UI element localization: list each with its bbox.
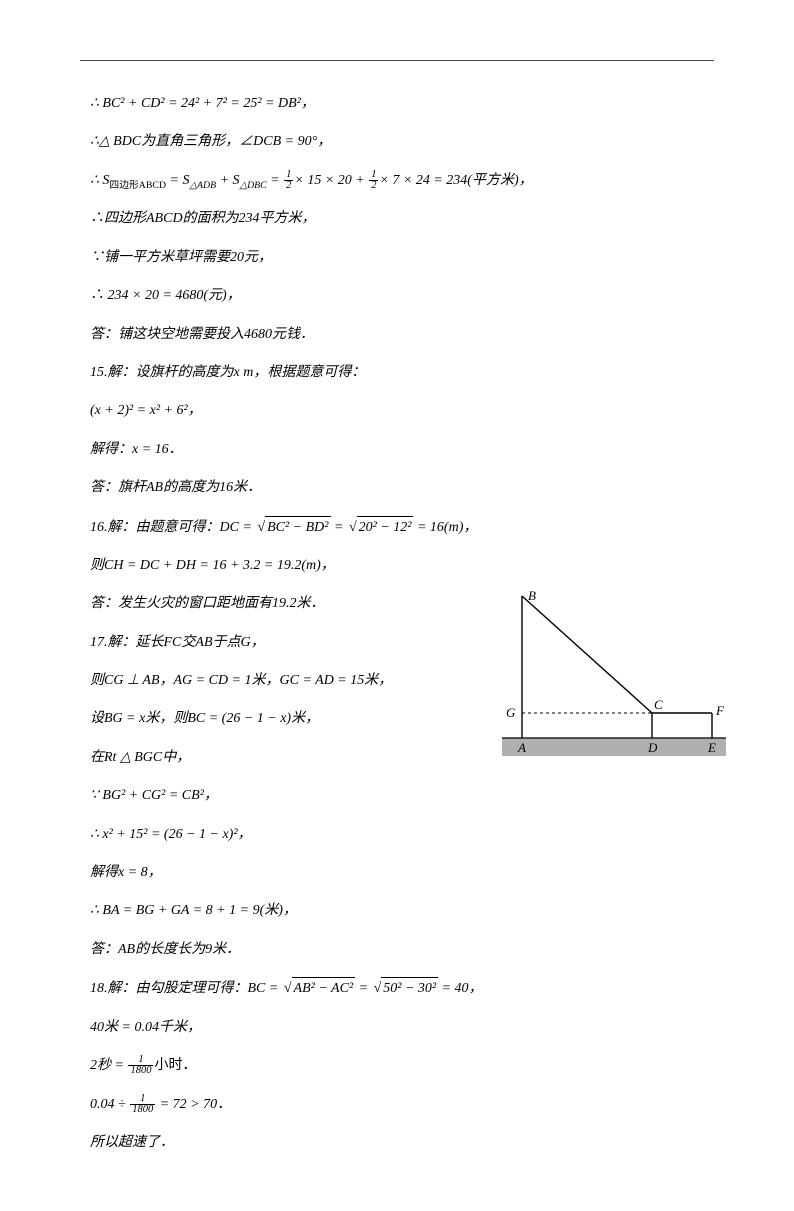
- text: (x + 2)² = x² + 6²，: [90, 403, 202, 418]
- subscript: 四边形ABCD: [109, 180, 166, 191]
- svg-text:E: E: [707, 740, 716, 755]
- text: 小时．: [154, 1058, 196, 1073]
- text: ∴四边形ABCD的面积为234平方米，: [90, 211, 316, 226]
- text: ∴ x² + 15² = (26 − 1 − x)²，: [90, 827, 252, 842]
- math-line: 16.解：由题意可得：DC = BC² − BD² = 20² − 12² = …: [90, 516, 704, 539]
- text: = 16(m)，: [413, 520, 477, 535]
- problem-line: 15.解：设旗杆的高度为x m，根据题意可得：: [90, 362, 704, 384]
- answer-line: 答：旗杆AB的高度为16米．: [90, 477, 704, 499]
- text: ∴ BC² + CD² = 24² + 7² = 25² = DB²，: [90, 96, 315, 111]
- text: + S: [216, 173, 239, 188]
- math-line: ∴ BA = BG + GA = 8 + 1 = 9(米)，: [90, 900, 530, 922]
- radicand: 50² − 30²: [381, 977, 438, 1000]
- text: 则CH = DC + DH = 16 + 3.2 = 19.2(m)，: [90, 558, 335, 573]
- text: = 40，: [438, 981, 482, 996]
- sqrt: AB² − AC²: [282, 977, 355, 1000]
- math-line: 2秒 = 11800小时．: [90, 1055, 704, 1078]
- math-line: ∴△ BDC为直角三角形，∠DCB = 90°，: [90, 131, 704, 153]
- svg-text:F: F: [715, 703, 725, 718]
- fraction: 11800: [130, 1094, 155, 1116]
- denominator: 2: [284, 181, 293, 192]
- text: 17.解：延长FC交AB于点G，: [90, 635, 265, 650]
- svg-text:C: C: [654, 697, 663, 712]
- text: 解得：x = 16．: [90, 442, 183, 457]
- text: 设BG = x米，则BC = (26 − 1 − x)米，: [90, 711, 319, 726]
- math-line: ∴ S四边形ABCD = S△ADB + S△DBC = 12× 15 × 20…: [90, 170, 704, 193]
- text: 在Rt △ BGC中，: [90, 750, 190, 765]
- denominator: 1800: [130, 1105, 155, 1116]
- text: × 15 × 20 +: [294, 173, 368, 188]
- math-line: 则CG ⊥ AB，AG = CD = 1米，GC = AD = 15米，: [90, 670, 530, 692]
- text: 所以超速了．: [90, 1135, 174, 1150]
- text: 0.04 ÷: [90, 1097, 129, 1112]
- text: 2秒 =: [90, 1058, 127, 1073]
- math-line: 40米 = 0.04千米，: [90, 1017, 704, 1039]
- sqrt: 20² − 12²: [347, 516, 414, 539]
- text: 则CG ⊥ AB，AG = CD = 1米，GC = AD = 15米，: [90, 673, 392, 688]
- text: 15.解：设旗杆的高度为x m，根据题意可得：: [90, 365, 365, 380]
- radicand: AB² − AC²: [292, 977, 356, 1000]
- math-line: 则CH = DC + DH = 16 + 3.2 = 19.2(m)，: [90, 555, 704, 577]
- text: × 7 × 24 = 234(平方米)，: [379, 173, 532, 188]
- subscript: △DBC: [240, 180, 267, 191]
- text: 答：铺这块空地需要投入4680元钱．: [90, 327, 314, 342]
- text: 解得x = 8，: [90, 865, 162, 880]
- subscript: △ADB: [190, 180, 217, 191]
- math-line: ∴ x² + 15² = (26 − 1 − x)²，: [90, 824, 530, 846]
- text: = 72 > 70．: [156, 1097, 231, 1112]
- text: ∴△ BDC为直角三角形，∠DCB = 90°，: [90, 134, 331, 149]
- text: 答：发生火灾的窗口距地面有19.2米．: [90, 596, 325, 611]
- math-line: 解得：x = 16．: [90, 439, 704, 461]
- math-line: ∴ BC² + CD² = 24² + 7² = 25² = DB²，: [90, 93, 704, 115]
- text: =: [331, 520, 347, 535]
- radicand: 20² − 12²: [357, 516, 414, 539]
- math-line: 在Rt △ BGC中，: [90, 747, 530, 769]
- text: 40米 = 0.04千米，: [90, 1020, 201, 1035]
- sqrt: 50² − 30²: [372, 977, 439, 1000]
- sqrt: BC² − BD²: [255, 516, 330, 539]
- text: = S: [166, 173, 189, 188]
- svg-text:G: G: [506, 705, 516, 720]
- fraction: 11800: [128, 1055, 153, 1077]
- text: ∴ BA = BG + GA = 8 + 1 = 9(米)，: [90, 903, 297, 918]
- top-rule: [80, 60, 714, 61]
- text: 16.解：由题意可得：DC =: [90, 520, 255, 535]
- geometry-diagram: B G A C D E F: [494, 588, 734, 768]
- math-line: ∵ BG² + CG² = CB²，: [90, 785, 530, 807]
- math-line: 设BG = x米，则BC = (26 − 1 − x)米，: [90, 708, 530, 730]
- math-line: ∴ 234 × 20 = 4680(元)，: [90, 285, 704, 307]
- problem-line: 17.解：延长FC交AB于点G，: [90, 632, 530, 654]
- text: ∵ BG² + CG² = CB²，: [90, 788, 218, 803]
- text: ∴ S: [90, 173, 109, 188]
- text: =: [355, 981, 371, 996]
- text: =: [267, 173, 283, 188]
- answer-line: 答：AB的长度长为9米．: [90, 939, 530, 961]
- text: 答：AB的长度长为9米．: [90, 942, 240, 957]
- math-line: ∴四边形ABCD的面积为234平方米，: [90, 208, 704, 230]
- text: ∴ 234 × 20 = 4680(元)，: [90, 288, 241, 303]
- svg-text:B: B: [528, 588, 536, 603]
- text: 18.解：由勾股定理可得：BC =: [90, 981, 282, 996]
- math-line: 0.04 ÷ 11800 = 72 > 70．: [90, 1094, 704, 1117]
- answer-line: 答：铺这块空地需要投入4680元钱．: [90, 324, 704, 346]
- left-column: 17.解：延长FC交AB于点G， 则CG ⊥ AB，AG = CD = 1米，G…: [90, 632, 530, 962]
- text: ∵铺一平方米草坪需要20元，: [90, 250, 272, 265]
- math-line: 18.解：由勾股定理可得：BC = AB² − AC² = 50² − 30² …: [90, 977, 704, 1000]
- fraction: 12: [284, 170, 293, 192]
- fraction: 12: [369, 170, 378, 192]
- svg-text:D: D: [647, 740, 658, 755]
- diagram-svg: B G A C D E F: [494, 588, 734, 768]
- answer-line: 所以超速了．: [90, 1132, 704, 1154]
- denominator: 1800: [128, 1066, 153, 1077]
- math-line: (x + 2)² = x² + 6²，: [90, 400, 704, 422]
- denominator: 2: [369, 181, 378, 192]
- svg-text:A: A: [517, 740, 526, 755]
- radicand: BC² − BD²: [265, 516, 330, 539]
- math-line: 解得x = 8，: [90, 862, 530, 884]
- math-line: ∵铺一平方米草坪需要20元，: [90, 247, 704, 269]
- text: 答：旗杆AB的高度为16米．: [90, 480, 261, 495]
